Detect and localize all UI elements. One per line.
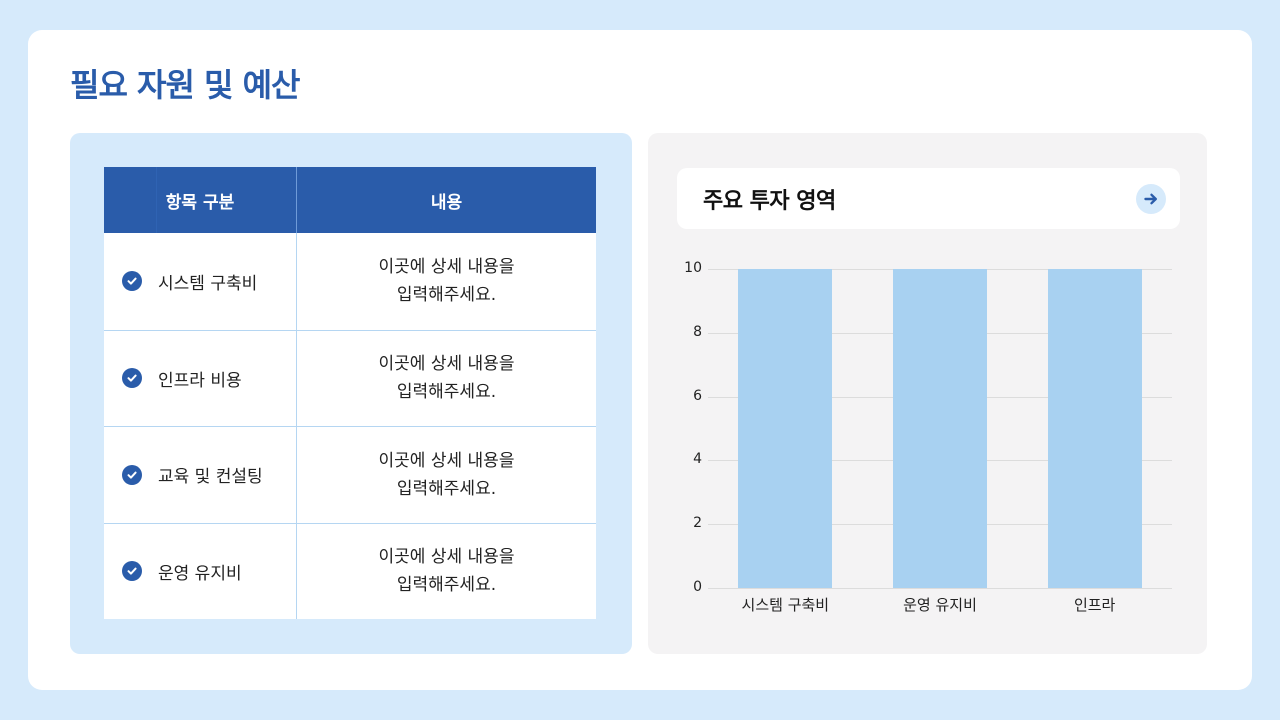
content-text-line1: 이곳에 상세 내용을 xyxy=(378,450,515,471)
column-header-item: 항목 구분 xyxy=(104,167,297,233)
content-text-line2: 입력해주세요. xyxy=(396,575,497,596)
check-circle-icon xyxy=(122,561,142,582)
y-tick-label: 2 xyxy=(693,515,702,532)
item-label: 시스템 구축비 xyxy=(158,273,258,294)
x-tick-label: 운영 유지비 xyxy=(903,596,977,614)
table-row: 교육 및 컨설팅 이곳에 상세 내용을 입력해주세요. xyxy=(104,426,596,523)
item-cell: 운영 유지비 xyxy=(104,523,297,619)
content-text-line2: 입력해주세요. xyxy=(396,382,497,403)
y-tick-label: 10 xyxy=(684,260,702,276)
table-row: 시스템 구축비 이곳에 상세 내용을 입력해주세요. xyxy=(104,233,596,330)
content-cell: 이곳에 상세 내용을 입력해주세요. xyxy=(297,233,596,330)
table-row: 인프라 비용 이곳에 상세 내용을 입력해주세요. xyxy=(104,329,596,427)
y-tick-label: 6 xyxy=(693,387,702,404)
content-text-line2: 입력해주세요. xyxy=(396,478,497,499)
content-cell: 이곳에 상세 내용을 입력해주세요. xyxy=(297,331,596,427)
content-text-line1: 이곳에 상세 내용을 xyxy=(378,354,515,375)
resource-table-panel: 항목 구분 내용 시스템 구축비 이곳에 상세 내용을 입력해주세요. xyxy=(70,133,632,654)
content-text-line1: 이곳에 상세 내용을 xyxy=(378,547,515,568)
bar xyxy=(893,269,987,588)
item-label: 운영 유지비 xyxy=(158,563,242,584)
x-tick-label: 인프라 xyxy=(1073,596,1116,614)
gridline xyxy=(708,588,1172,589)
content-text-line2: 입력해주세요. xyxy=(396,285,497,306)
y-tick-label: 0 xyxy=(693,579,702,595)
check-circle-icon xyxy=(122,271,142,292)
item-label: 교육 및 컨설팅 xyxy=(158,467,263,488)
bar xyxy=(1047,269,1142,588)
column-header-content: 내용 xyxy=(430,192,463,213)
y-tick-label: 4 xyxy=(693,451,702,468)
arrow-right-icon xyxy=(1144,193,1157,204)
investment-chart-panel: 주요 투자 영역 0 2 4 6 8 10 시스템 구축비 운영 유지비 인프라 xyxy=(648,133,1207,654)
arrow-right-button[interactable] xyxy=(1136,183,1166,214)
item-cell: 교육 및 컨설팅 xyxy=(104,427,297,523)
item-cell: 시스템 구축비 xyxy=(104,233,297,330)
content-text-line1: 이곳에 상세 내용을 xyxy=(378,257,515,278)
check-circle-icon xyxy=(122,464,142,485)
bar-chart: 0 2 4 6 8 10 시스템 구축비 운영 유지비 인프라 xyxy=(648,133,1207,654)
resource-table: 항목 구분 내용 시스템 구축비 이곳에 상세 내용을 입력해주세요. xyxy=(104,167,596,619)
check-circle-icon xyxy=(122,368,142,389)
table-header: 항목 구분 내용 xyxy=(104,167,596,233)
chart-title: 주요 투자 영역 xyxy=(703,188,836,214)
table-row: 운영 유지비 이곳에 상세 내용을 입력해주세요. xyxy=(104,522,596,620)
chart-header: 주요 투자 영역 xyxy=(677,168,1180,229)
bar xyxy=(738,269,833,588)
table-body: 시스템 구축비 이곳에 상세 내용을 입력해주세요. 인프라 비용 xyxy=(104,233,596,619)
item-label: 인프라 비용 xyxy=(158,370,242,391)
page-title: 필요 자원 및 예산 xyxy=(70,66,301,104)
y-tick-label: 8 xyxy=(693,323,702,340)
slide-card: 필요 자원 및 예산 항목 구분 내용 시스템 구축비 이곳에 상세 내용을 xyxy=(28,30,1252,690)
item-cell: 인프라 비용 xyxy=(104,330,297,426)
x-tick-label: 시스템 구축비 xyxy=(741,596,830,614)
content-cell: 이곳에 상세 내용을 입력해주세요. xyxy=(297,524,596,620)
content-cell: 이곳에 상세 내용을 입력해주세요. xyxy=(297,427,596,523)
